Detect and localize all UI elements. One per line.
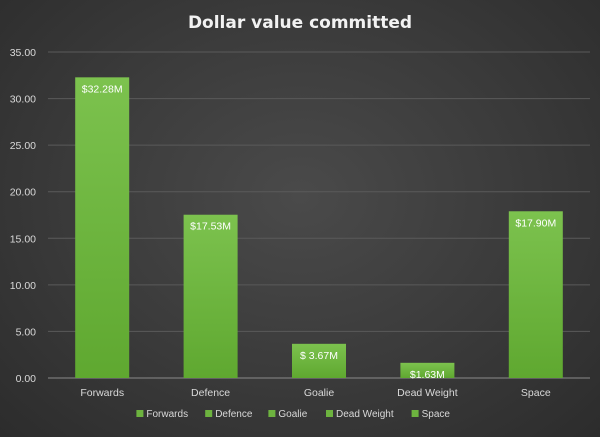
- bar-space: [508, 211, 563, 378]
- bar-defence: [183, 214, 238, 378]
- x-category-label: Goalie: [304, 387, 335, 399]
- y-tick-label: 35.00: [10, 47, 36, 59]
- y-tick-label: 0.00: [16, 373, 37, 385]
- legend-swatch: [205, 410, 213, 417]
- legend-swatch: [268, 410, 276, 417]
- data-label: $ 3.67M: [300, 350, 338, 362]
- legend-swatch: [411, 410, 419, 417]
- legend-item-label: Defence: [215, 409, 253, 420]
- bar-dead-weight: [400, 362, 455, 378]
- data-label: $17.90M: [515, 217, 556, 229]
- x-category-label: Defence: [191, 387, 230, 399]
- legend-item-label: Space: [422, 409, 451, 420]
- x-category-label: Dead Weight: [397, 387, 458, 399]
- bar-forwards: [75, 77, 130, 379]
- legend-swatch: [326, 410, 333, 417]
- x-category-label: Forwards: [80, 387, 124, 399]
- y-tick-label: 20.00: [10, 187, 36, 199]
- x-axis-categories: Forwards Defence Goalie Dead Weight Space: [80, 387, 551, 399]
- gridlines: [48, 51, 590, 379]
- bar-goalie: [292, 343, 346, 378]
- y-tick-label: 25.00: [10, 140, 36, 152]
- data-label: $17.53M: [190, 221, 231, 233]
- x-category-label: Space: [521, 387, 551, 399]
- legend-item-label: Forwards: [146, 409, 188, 420]
- data-label: $32.28M: [82, 83, 123, 95]
- y-tick-label: 5.00: [16, 326, 37, 338]
- y-axis-ticks: 0.00 5.00 10.00 15.00 20.00 25.00 30.00 35.00: [10, 47, 36, 385]
- data-labels: $32.28M $17.53M $ 3.67M $1.63M $17.90M: [82, 83, 556, 380]
- legend-item-label: Goalie: [278, 409, 307, 420]
- legend: Forwards Defence Goalie Dead Weight Space: [136, 409, 450, 420]
- y-tick-label: 15.00: [10, 233, 36, 245]
- y-tick-label: 10.00: [10, 280, 36, 292]
- data-label: $1.63M: [410, 369, 445, 381]
- y-tick-label: 30.00: [10, 94, 36, 106]
- chart-title: Dollar value committed: [188, 13, 412, 33]
- legend-item-label: Dead Weight: [336, 409, 394, 420]
- legend-swatch: [136, 410, 144, 417]
- bars: [75, 77, 563, 379]
